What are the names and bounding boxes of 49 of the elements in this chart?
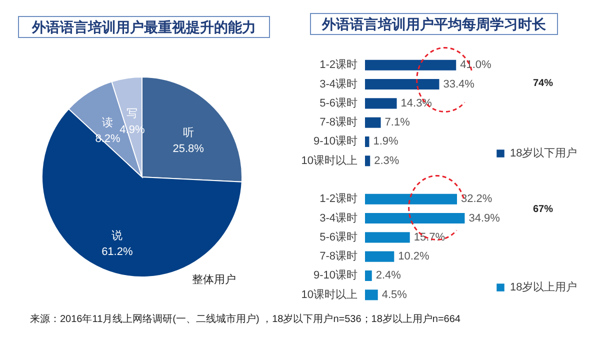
bar <box>365 212 465 224</box>
data-label: 2.3% <box>374 154 400 167</box>
data-label: 7.1% <box>384 116 410 129</box>
bar <box>365 117 381 128</box>
chart-title: 外语语言培训用户平均每周学习时长 <box>310 13 558 35</box>
chart-title: 外语语言培训用户最重视提升的能力 <box>18 16 270 38</box>
bar <box>365 232 410 243</box>
text: 74% <box>533 78 554 89</box>
y-tick-label: 10课时以上 <box>301 288 358 301</box>
text: 67% <box>533 204 554 215</box>
y-tick-label: 3-4课时 <box>320 77 358 90</box>
data-label: 41.0% <box>460 59 492 72</box>
data-label: 25.8% <box>172 142 204 155</box>
slice-label: 写 <box>126 108 138 120</box>
data-label: 32.2% <box>461 193 492 206</box>
bar <box>365 156 370 166</box>
y-tick-label: 3-4课时 <box>320 211 358 224</box>
y-tick-label: 9-10课时 <box>313 268 358 282</box>
data-label: 10.2% <box>398 250 430 263</box>
y-tick-label: 5-6课时 <box>320 230 358 244</box>
y-tick-label: 1-2课时 <box>320 192 358 206</box>
slice-label: 读 <box>102 116 114 129</box>
y-tick-label: 7-8课时 <box>320 250 358 263</box>
data-label: 34.9% <box>468 212 500 224</box>
slice-label: 听 <box>182 126 194 139</box>
y-tick-label: 5-6课时 <box>320 96 358 110</box>
bar <box>365 194 457 204</box>
bar <box>365 78 440 90</box>
y-tick-label: 1-2课时 <box>320 58 358 72</box>
bar <box>365 60 456 70</box>
data-label: 14.3% <box>400 97 432 110</box>
data-label: 4.5% <box>382 288 408 301</box>
y-tick-label: 7-8课时 <box>320 116 358 129</box>
slice-label: 说 <box>112 230 123 242</box>
legend-label: 18岁以下用户 <box>510 146 578 160</box>
y-tick-label: 9-10课时 <box>313 134 358 148</box>
y-tick-label: 10课时以上 <box>301 154 358 167</box>
data-label: 2.4% <box>376 270 402 282</box>
bar <box>365 290 378 300</box>
data-label: 33.4% <box>443 78 475 90</box>
bar <box>365 270 372 282</box>
data-label: 1.9% <box>373 136 399 148</box>
source-note: 来源：2016年11月线上网络调研(一、二线城市用户) ，18岁以下用户n=536；18岁以上用户n=664 <box>30 312 460 326</box>
bar <box>365 251 394 262</box>
legend-label: 18岁以上用户 <box>510 280 578 294</box>
text: 整体用户 <box>192 272 236 287</box>
data-label: 61.2% <box>102 246 133 258</box>
bar <box>365 136 370 148</box>
bar <box>365 98 397 109</box>
